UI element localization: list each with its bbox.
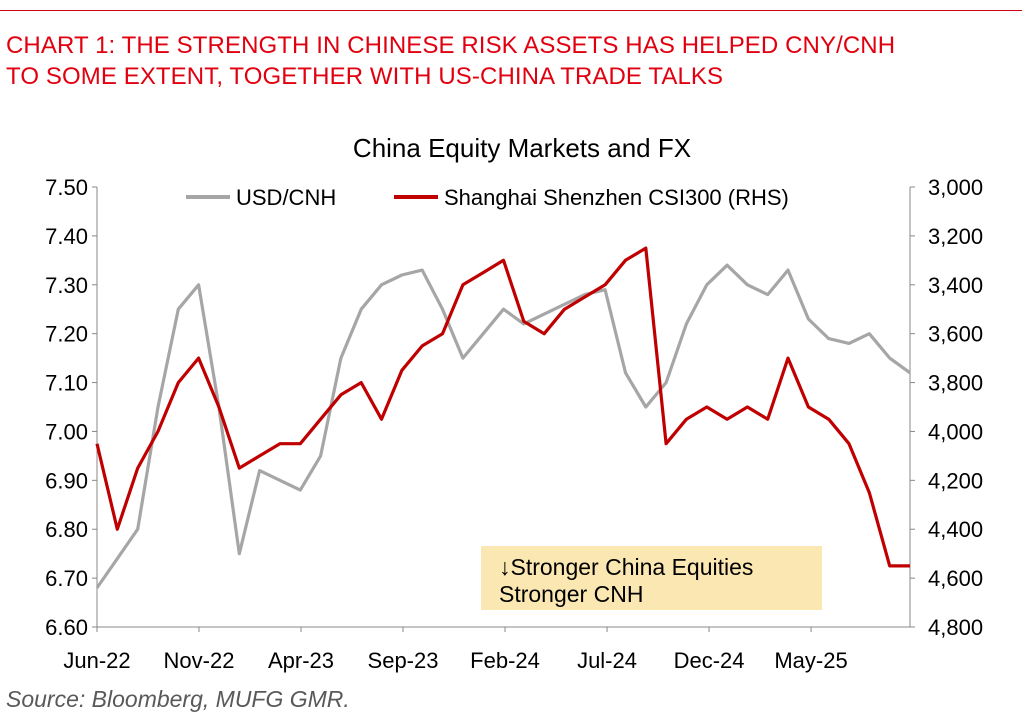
top-rule: [0, 10, 1022, 11]
left-tick-label: 7.40: [45, 224, 88, 249]
right-tick-label: 4,800: [928, 615, 983, 640]
legend: USD/CNH Shanghai Shenzhen CSI300 (RHS): [186, 185, 789, 210]
left-tick-label: 6.70: [45, 566, 88, 591]
right-tick-label: 4,600: [928, 566, 983, 591]
chart-headline: CHART 1: THE STRENGTH IN CHINESE RISK AS…: [6, 30, 1006, 92]
annotation-box: ↓Stronger China Equities Stronger CNH: [481, 546, 822, 610]
left-tick-label: 7.50: [45, 175, 88, 200]
annotation-line-1: ↓Stronger China Equities: [499, 554, 754, 580]
left-tick-label: 7.10: [45, 371, 88, 396]
x-tick-label: Feb-24: [470, 648, 540, 673]
x-tick-label: Sep-23: [368, 648, 439, 673]
series-line-csi300: [95, 246, 910, 568]
x-tick-label: Jun-22: [63, 648, 130, 673]
right-tick-label: 3,200: [928, 224, 983, 249]
legend-label-csi300: Shanghai Shenzhen CSI300 (RHS): [444, 185, 789, 210]
x-tick-label: Dec-24: [674, 648, 745, 673]
left-tick-label: 6.90: [45, 468, 88, 493]
x-tick-label: Nov-22: [164, 648, 235, 673]
right-tick-label: 3,800: [928, 371, 983, 396]
right-tick-label: 3,400: [928, 273, 983, 298]
right-tick-label: 4,400: [928, 517, 983, 542]
series-layer: [95, 246, 911, 589]
left-tick-label: 7.00: [45, 419, 88, 444]
left-tick-label: 7.30: [45, 273, 88, 298]
left-tick-label: 7.20: [45, 322, 88, 347]
annotation-line-2: Stronger CNH: [499, 581, 644, 607]
chart-title: China Equity Markets and FX: [352, 133, 692, 163]
right-tick-label: 3,000: [928, 175, 983, 200]
axes: 6.60 6.70 6.80 6.90 7.00 7.10 7.20 7.30 7.40 7.50…: [45, 175, 983, 673]
headline-line-1: CHART 1: THE STRENGTH IN CHINESE RISK AS…: [6, 32, 896, 59]
x-tick-label: May-25: [774, 648, 847, 673]
legend-label-usdcnh: USD/CNH: [236, 185, 336, 210]
source-note: Source: Bloomberg, MUFG GMR.: [6, 686, 350, 712]
x-tick-label: Apr-23: [268, 648, 334, 673]
headline-line-2: TO SOME EXTENT, TOGETHER WITH US-CHINA T…: [6, 63, 724, 90]
right-tick-label: 4,200: [928, 468, 983, 493]
left-tick-label: 6.80: [45, 517, 88, 542]
right-tick-label: 3,600: [928, 322, 983, 347]
left-tick-label: 6.60: [45, 615, 88, 640]
series-line-usdcnh: [95, 263, 911, 589]
right-tick-label: 4,000: [928, 419, 983, 444]
x-tick-label: Jul-24: [577, 648, 637, 673]
